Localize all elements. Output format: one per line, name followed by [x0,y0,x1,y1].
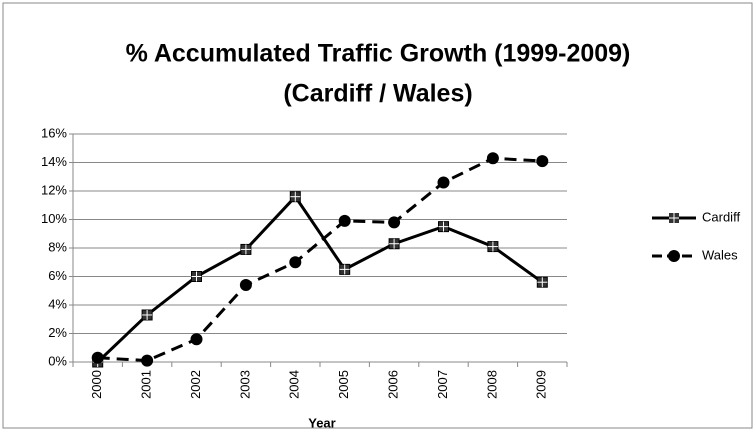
x-tick-label: 2007 [435,370,450,399]
x-tick-label: 2003 [237,370,252,399]
x-tick-label: 2006 [386,370,401,399]
marker [536,155,549,168]
y-tick-label: 10% [41,211,67,226]
y-tick-label: 14% [41,154,67,169]
line-series [97,156,543,363]
chart-title: % Accumulated Traffic Growth (1999-2009) [126,40,631,68]
marker [239,279,252,292]
marker [486,152,499,165]
y-tick-label: 0% [48,353,67,368]
x-tick-label: 2008 [484,370,499,399]
y-tick-label: 2% [48,325,67,340]
y-tick-label: 16% [41,125,67,140]
marker [141,354,154,367]
x-axis-label: Year [308,415,335,430]
x-tick-label: 2000 [89,370,104,399]
x-tick-label: 2002 [188,370,203,399]
y-tick-label: 4% [48,296,67,311]
legend-label: Wales [702,247,738,262]
x-tick-label: 2009 [534,370,549,399]
x-tick-label: 2001 [139,370,154,399]
line-series [96,194,544,364]
marker [190,333,203,346]
y-tick-label: 8% [48,239,67,254]
y-tick-label: 12% [41,182,67,197]
marker [338,214,351,227]
chart-border [2,2,753,429]
x-tick-label: 2004 [287,370,302,399]
marker [91,351,104,364]
legend-label: Cardiff [702,209,740,224]
marker [437,176,450,189]
y-tick-label: 6% [48,268,67,283]
marker [289,256,302,269]
x-tick-label: 2005 [336,370,351,399]
legend-marker [668,250,680,262]
marker [388,216,401,229]
chart-subtitle: (Cardiff / Wales) [283,80,472,108]
